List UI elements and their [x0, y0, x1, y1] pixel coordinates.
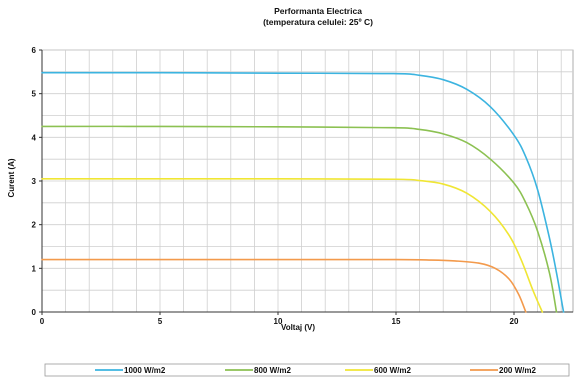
series-line-1000 — [41, 71, 565, 313]
x-tick-label: 5 — [158, 317, 163, 326]
x-tick-label: 0 — [40, 317, 45, 326]
y-tick-label: 6 — [32, 46, 37, 55]
series-group — [41, 71, 565, 313]
y-axis: 0 1 2 3 4 5 6 — [32, 46, 43, 317]
y-tick-label: 4 — [32, 133, 37, 142]
y-tick-label: 3 — [32, 177, 37, 186]
legend-box — [44, 363, 570, 377]
legend-label: 600 W/m2 — [374, 366, 411, 375]
x-tick-label: 20 — [510, 317, 519, 326]
legend: 1000 W/m2 800 W/m2 600 W/m2 200 W/m2 — [95, 366, 536, 375]
series-line-600 — [41, 177, 544, 313]
y-tick-label: 5 — [32, 90, 37, 99]
chart-title: Performanta Electrica — [274, 6, 362, 16]
y-tick-label: 2 — [32, 221, 37, 230]
y-axis-label: Curent (A) — [7, 158, 16, 197]
x-axis-label: Voltaj (V) — [281, 323, 315, 332]
legend-label: 800 W/m2 — [254, 366, 291, 375]
chart-subtitle: (temperatura celulei: 25º C) — [263, 17, 373, 27]
y-tick-label: 0 — [32, 308, 37, 317]
legend-label: 1000 W/m2 — [124, 366, 166, 375]
series-line-200 — [41, 258, 527, 313]
x-tick-label: 10 — [274, 317, 283, 326]
x-tick-label: 15 — [392, 317, 401, 326]
legend-label: 200 W/m2 — [499, 366, 536, 375]
x-axis: 0 5 10 15 20 — [40, 311, 573, 326]
y-tick-label: 1 — [32, 264, 37, 273]
series-line-800 — [41, 125, 558, 313]
